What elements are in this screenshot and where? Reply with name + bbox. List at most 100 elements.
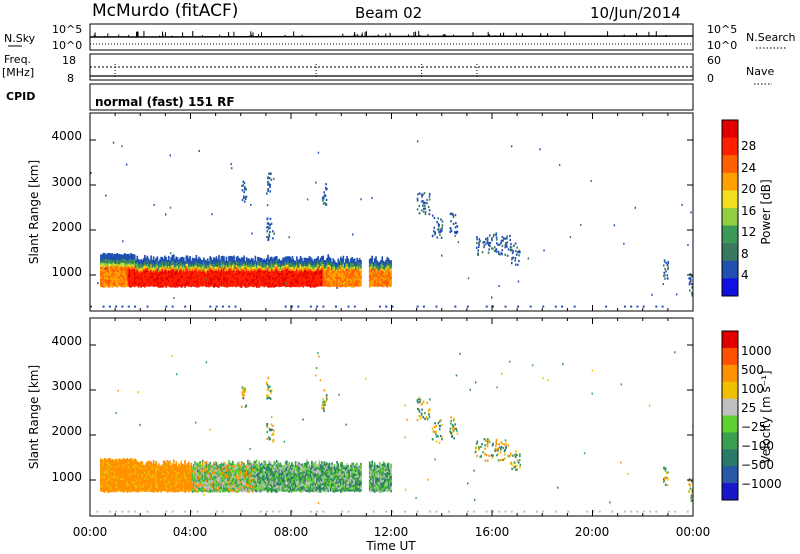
echo-cell: [110, 479, 112, 483]
echo-cell: [130, 269, 132, 272]
echo-cell: [131, 468, 134, 472]
echo-cell: [175, 469, 178, 472]
echo-cell: [133, 476, 136, 479]
echo-cell: [375, 260, 377, 263]
echo-cell: [225, 285, 228, 288]
echo-cell: [128, 256, 131, 259]
echo-speck: [285, 282, 287, 285]
echo-cell: [170, 285, 173, 288]
echo-cell: [206, 262, 209, 265]
echo-cell: [193, 266, 195, 269]
echo-cell: [247, 260, 249, 264]
echo-cell: [265, 284, 268, 287]
echo-cell: [110, 475, 112, 479]
echo-cell: [150, 263, 152, 266]
echo-cell: [306, 280, 308, 283]
echo-cell: [106, 267, 108, 270]
echo-speck: [455, 232, 458, 235]
echo-cell: [171, 479, 174, 482]
echo-cell: [105, 266, 107, 269]
echo-cell: [166, 280, 169, 283]
echo-cell: [131, 482, 134, 486]
echo-cell: [125, 473, 127, 476]
echo-cell: [179, 470, 181, 474]
echo-cell: [174, 271, 176, 274]
echo-cell: [176, 477, 179, 481]
echo-speck: [651, 293, 653, 296]
echo-cell: [235, 280, 238, 284]
echo-cell: [326, 263, 328, 267]
echo-cell: [200, 263, 203, 267]
echo-cell: [341, 280, 343, 283]
echo-cell: [106, 263, 108, 266]
echo-cell: [108, 263, 111, 266]
echo-cell: [194, 258, 196, 261]
echo-cell: [167, 481, 170, 484]
echo-cell: [339, 262, 342, 266]
echo-cell: [113, 275, 116, 279]
echo-speck: [97, 282, 99, 285]
echo-speck: [510, 246, 513, 249]
echo-cell: [141, 270, 144, 273]
scatter-speck: [517, 305, 520, 308]
echo-cell: [339, 264, 342, 268]
echo-cell: [221, 276, 224, 279]
echo-cell: [150, 461, 152, 464]
echo-cell: [145, 261, 147, 265]
echo-cell: [117, 278, 120, 281]
echo-cell: [249, 265, 252, 269]
echo-cell: [176, 281, 179, 284]
echo-cell: [187, 463, 190, 466]
echo-cell: [278, 270, 281, 274]
echo-cell: [127, 280, 130, 283]
echo-cell: [100, 278, 102, 282]
echo-cell: [181, 481, 184, 485]
echo-cell: [117, 276, 120, 279]
echo-cell: [221, 265, 224, 269]
echo-cell: [160, 484, 163, 487]
echo-cell: [277, 266, 279, 269]
echo-cell: [123, 471, 126, 474]
echo-cell: [343, 272, 346, 275]
echo-cell: [386, 283, 389, 286]
echo-cell: [105, 284, 107, 288]
echo-cell: [144, 487, 146, 490]
echo-cell: [343, 276, 346, 279]
echo-cell: [193, 274, 195, 277]
echo-cell: [122, 474, 125, 477]
echo-cell: [383, 280, 386, 283]
echo-cell: [111, 481, 114, 484]
echo-cell: [171, 469, 174, 472]
echo-cell: [321, 278, 323, 281]
echo-cell: [370, 280, 372, 283]
echo-cell: [141, 471, 144, 474]
echo-cell: [144, 279, 146, 282]
echo-cell: [357, 268, 360, 271]
echo-cell: [166, 462, 169, 465]
echo-cell: [186, 281, 189, 285]
echo-cell: [126, 488, 129, 491]
echo-cell: [164, 476, 166, 480]
echo-cell: [304, 273, 307, 277]
echo-cell: [341, 282, 343, 286]
echo-cell: [112, 262, 115, 265]
echo-cell: [203, 279, 205, 283]
echo-cell: [345, 264, 347, 268]
echo-cell: [296, 260, 298, 263]
echo-cell: [387, 270, 390, 273]
echo-cell: [170, 267, 173, 270]
echo-cell: [387, 268, 390, 271]
echo-cell: [259, 274, 262, 277]
echo-cell: [146, 284, 149, 287]
echo-cell: [342, 284, 345, 287]
echo-cell: [175, 461, 178, 464]
echo-cell: [127, 255, 130, 259]
echo-cell: [306, 272, 308, 275]
echo-cell: [177, 475, 180, 478]
echo-cell: [390, 274, 392, 277]
echo-cell: [169, 266, 171, 269]
echo-cell: [123, 483, 126, 486]
echo-cell: [103, 478, 106, 481]
echo-cell: [121, 467, 124, 470]
echo-cell: [118, 262, 121, 265]
